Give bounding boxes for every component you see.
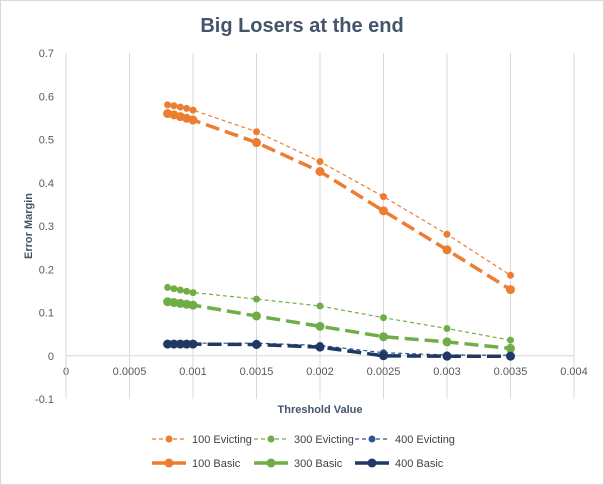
- legend-marker-400-basic: [367, 458, 377, 468]
- data-point-100-evicting: [380, 193, 387, 201]
- data-point-300-basic: [315, 321, 325, 331]
- legend-label-300-evicting: 300 Evicting: [294, 434, 354, 446]
- data-point-300-basic: [379, 332, 388, 342]
- legend-label-400-evicting: 400 Evicting: [395, 434, 455, 446]
- legend-marker-100-evicting: [165, 435, 173, 443]
- data-point-300-basic: [506, 343, 515, 353]
- y-tick-label: 0.7: [39, 48, 54, 60]
- x-tick-label: 0.001: [179, 366, 207, 378]
- legend: 100 Evicting 300 Evicting 400 Evicting 100 …: [152, 434, 455, 470]
- y-tick-label: 0.5: [39, 135, 54, 147]
- y-tick-label: 0.4: [39, 178, 54, 190]
- legend-label-100-evicting: 100 Evicting: [192, 434, 252, 446]
- data-point-300-basic: [252, 311, 261, 321]
- data-point-400-basic: [315, 342, 325, 352]
- legend-marker-300-basic: [266, 458, 276, 468]
- data-point-100-evicting: [253, 128, 260, 136]
- x-tick-label: 0.004: [560, 366, 588, 378]
- series-line-300-evicting: [167, 286, 511, 341]
- y-tick-label: 0.2: [39, 264, 54, 276]
- data-point-100-evicting: [316, 158, 324, 166]
- legend-label-300-basic: 300 Basic: [294, 458, 343, 470]
- series-layer: [163, 101, 515, 361]
- y-tick-label: 0.1: [39, 308, 54, 320]
- x-tick-label: 0.0005: [113, 366, 147, 378]
- series-line-100-basic: [167, 111, 512, 292]
- data-point-300-evicting: [443, 325, 451, 333]
- data-point-300-evicting: [176, 286, 184, 294]
- data-point-100-basic: [188, 115, 198, 125]
- y-axis-title: Error Margin: [23, 193, 35, 259]
- data-point-300-evicting: [189, 289, 197, 297]
- data-point-400-basic: [252, 340, 261, 350]
- data-point-400-basic: [379, 351, 388, 361]
- series-line-100-evicting: [167, 104, 511, 276]
- y-tick-label: 0: [48, 351, 54, 363]
- data-point-300-evicting: [170, 285, 178, 293]
- data-point-100-basic: [252, 138, 261, 148]
- data-point-300-evicting: [253, 295, 260, 303]
- data-point-100-evicting: [164, 101, 172, 109]
- data-point-400-basic: [169, 339, 179, 349]
- data-point-300-evicting: [183, 287, 191, 295]
- series-line-400-basic: [167, 342, 511, 358]
- data-point-300-basic: [442, 337, 452, 347]
- data-point-400-basic: [175, 339, 185, 349]
- x-tick-label: 0.0035: [494, 366, 528, 378]
- legend-marker-100-basic: [164, 458, 174, 468]
- y-tick-label: 0.3: [39, 221, 54, 233]
- y-tick-label: -0.1: [35, 394, 54, 406]
- data-point-100-evicting: [189, 106, 197, 114]
- data-point-100-basic: [379, 206, 388, 216]
- x-tick-label: 0.002: [306, 366, 334, 378]
- x-tick-label: 0.003: [433, 366, 461, 378]
- data-point-400-basic: [182, 339, 192, 349]
- data-point-100-evicting: [170, 102, 178, 110]
- data-point-300-evicting: [164, 283, 172, 291]
- data-point-400-basic: [188, 339, 198, 349]
- data-point-400-basic: [442, 351, 452, 361]
- legend-label-400-basic: 400 Basic: [395, 458, 444, 470]
- chart-title: Big Losers at the end: [200, 15, 403, 37]
- legend-marker-400-evicting: [368, 435, 376, 443]
- x-axis-title: Threshold Value: [278, 404, 363, 416]
- series-line-300-basic: [167, 299, 511, 351]
- legend-label-100-basic: 100 Basic: [192, 458, 241, 470]
- data-point-300-evicting: [507, 336, 514, 344]
- data-point-100-basic: [315, 167, 325, 177]
- data-point-300-evicting: [380, 314, 387, 322]
- y-tick-label: 0.6: [39, 91, 54, 103]
- data-point-300-evicting: [316, 302, 324, 310]
- data-point-100-basic: [506, 285, 515, 295]
- axes: 0 0.0005 0.001 0.0015 0.002 0.0025 0.003 0.0035…: [35, 48, 588, 406]
- x-tick-label: 0.0015: [240, 366, 274, 378]
- data-point-100-evicting: [507, 271, 514, 279]
- data-point-100-evicting: [183, 104, 191, 112]
- data-point-400-basic: [163, 339, 173, 349]
- data-point-300-basic: [188, 300, 198, 310]
- legend-marker-300-evicting: [267, 435, 275, 443]
- data-point-100-basic: [442, 245, 452, 255]
- data-point-400-basic: [506, 351, 515, 361]
- data-point-100-evicting: [443, 230, 451, 238]
- data-point-100-evicting: [176, 103, 184, 111]
- x-tick-label: 0.0025: [367, 366, 401, 378]
